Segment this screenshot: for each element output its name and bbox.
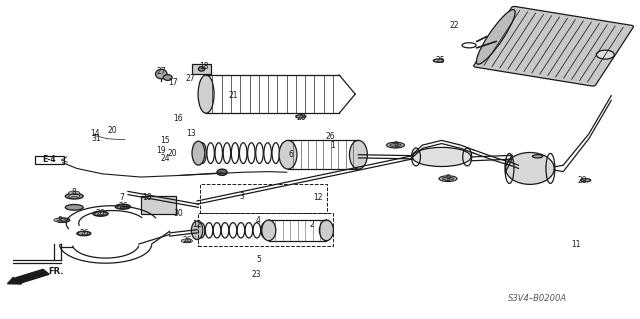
Text: 2: 2: [310, 220, 315, 229]
Text: 12: 12: [193, 220, 202, 229]
FancyBboxPatch shape: [35, 156, 64, 164]
Text: 26: 26: [95, 209, 106, 218]
Text: 12: 12: [314, 193, 323, 202]
Ellipse shape: [262, 220, 276, 241]
Text: 8: 8: [72, 189, 77, 197]
Ellipse shape: [532, 155, 543, 158]
Text: 26: 26: [79, 229, 89, 238]
Ellipse shape: [282, 141, 294, 165]
Text: 18: 18: [199, 63, 208, 71]
Ellipse shape: [439, 176, 457, 182]
Ellipse shape: [191, 221, 203, 240]
Text: 6: 6: [289, 150, 294, 159]
Ellipse shape: [580, 179, 591, 182]
Text: 26: 26: [118, 202, 128, 211]
Ellipse shape: [263, 221, 275, 240]
Ellipse shape: [77, 231, 91, 236]
Text: 28: 28: [296, 113, 305, 122]
Ellipse shape: [192, 141, 205, 165]
Text: 27: 27: [186, 74, 196, 83]
Text: 7: 7: [119, 193, 124, 202]
Text: 13: 13: [186, 130, 196, 138]
Ellipse shape: [596, 50, 614, 59]
Ellipse shape: [65, 204, 83, 210]
Ellipse shape: [115, 204, 131, 209]
Ellipse shape: [54, 218, 65, 222]
Ellipse shape: [68, 194, 80, 198]
Ellipse shape: [217, 169, 227, 175]
Text: 21: 21: [229, 91, 238, 100]
Ellipse shape: [95, 212, 106, 216]
Ellipse shape: [181, 239, 193, 243]
Ellipse shape: [279, 140, 297, 169]
Text: 19: 19: [156, 146, 166, 155]
Bar: [141, 196, 176, 214]
Bar: [198, 213, 333, 246]
Text: 26: 26: [325, 132, 335, 141]
Ellipse shape: [296, 115, 306, 118]
Text: 29: 29: [577, 176, 588, 185]
Ellipse shape: [442, 177, 454, 180]
Text: 5: 5: [257, 256, 262, 264]
Text: 25: 25: [435, 56, 445, 65]
Ellipse shape: [506, 152, 554, 184]
Ellipse shape: [443, 177, 453, 180]
Text: 9: 9: [393, 141, 398, 150]
Text: 17: 17: [168, 78, 178, 87]
Text: 24: 24: [160, 154, 170, 163]
Text: 15: 15: [160, 136, 170, 145]
Ellipse shape: [392, 144, 402, 147]
Ellipse shape: [65, 193, 83, 199]
Text: 16: 16: [173, 114, 183, 123]
Text: FR.: FR.: [48, 267, 63, 276]
FancyArrow shape: [8, 269, 49, 284]
Ellipse shape: [163, 75, 172, 80]
Text: 20: 20: [107, 126, 117, 135]
Text: 31: 31: [91, 134, 101, 143]
Ellipse shape: [78, 232, 90, 235]
Text: 30: 30: [173, 209, 183, 218]
Ellipse shape: [117, 205, 129, 209]
Text: S3V4–B0200A: S3V4–B0200A: [508, 294, 567, 303]
Ellipse shape: [476, 10, 515, 64]
Bar: [200, 184, 327, 213]
Ellipse shape: [198, 75, 214, 113]
Text: 14: 14: [90, 129, 100, 138]
Bar: [192, 64, 211, 74]
Text: E-4: E-4: [42, 155, 56, 164]
Text: 23: 23: [251, 270, 261, 279]
Text: 10: 10: [142, 193, 152, 202]
Ellipse shape: [387, 142, 404, 148]
Ellipse shape: [412, 147, 471, 167]
Ellipse shape: [68, 191, 80, 195]
Text: 1: 1: [330, 141, 335, 150]
Text: 22: 22: [450, 21, 459, 30]
Text: 11: 11: [572, 241, 580, 249]
Text: 9: 9: [445, 174, 451, 183]
FancyBboxPatch shape: [474, 6, 634, 86]
Text: 20: 20: [168, 149, 178, 158]
Ellipse shape: [56, 218, 70, 222]
Text: 3: 3: [239, 192, 244, 201]
Ellipse shape: [349, 140, 367, 169]
Ellipse shape: [156, 69, 167, 79]
Text: 27: 27: [156, 67, 166, 76]
Ellipse shape: [319, 220, 333, 241]
Ellipse shape: [433, 59, 444, 62]
Text: 4: 4: [255, 216, 260, 225]
Text: 8: 8: [57, 216, 62, 225]
Ellipse shape: [93, 211, 108, 216]
Text: 26: 26: [182, 236, 192, 245]
Ellipse shape: [198, 67, 205, 71]
Ellipse shape: [390, 144, 401, 147]
